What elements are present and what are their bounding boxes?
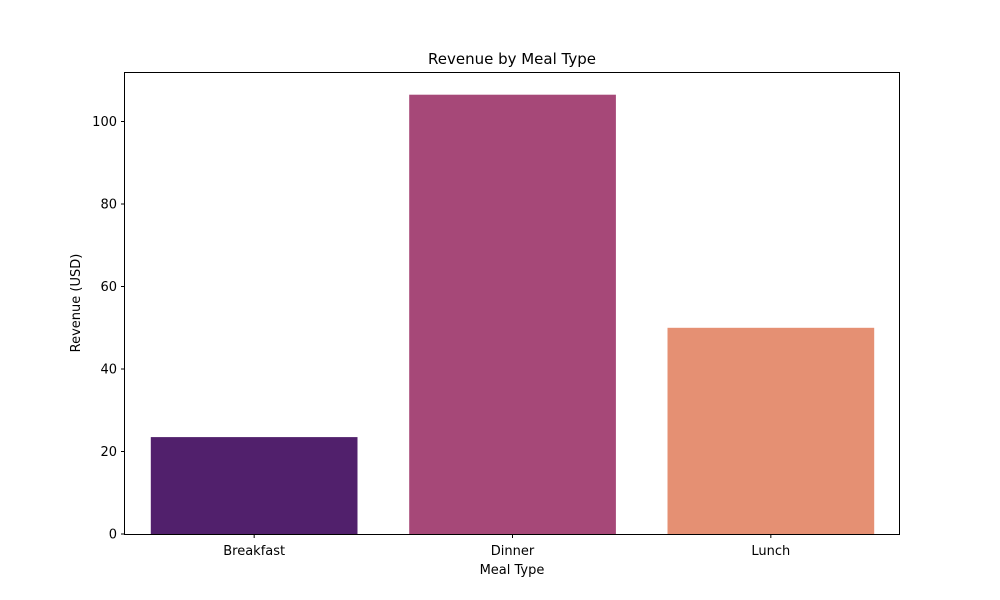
y-axis: 0 20 40 60 80 100 — [92, 115, 125, 543]
chart-title: Revenue by Meal Type — [428, 50, 596, 68]
x-tick-label: Dinner — [491, 544, 535, 559]
bar-lunch — [667, 327, 875, 535]
y-tick-label: 100 — [92, 115, 117, 130]
y-tick-label: 60 — [100, 280, 117, 295]
x-tick-label: Lunch — [751, 544, 790, 559]
y-tick-label: 80 — [100, 198, 117, 213]
plot-frame — [124, 72, 900, 535]
y-tick-label: 40 — [100, 363, 117, 378]
y-tick-label: 20 — [100, 445, 117, 460]
y-tick-label: 0 — [109, 528, 117, 543]
bars-layer — [150, 94, 875, 535]
bar-breakfast — [150, 437, 358, 534]
x-tick-label: Breakfast — [223, 544, 285, 559]
y-axis-label: Revenue (USD) — [69, 254, 84, 353]
bar-dinner — [409, 94, 616, 534]
x-axis: Breakfast Dinner Lunch — [223, 534, 790, 559]
x-axis-label: Meal Type — [480, 563, 545, 578]
